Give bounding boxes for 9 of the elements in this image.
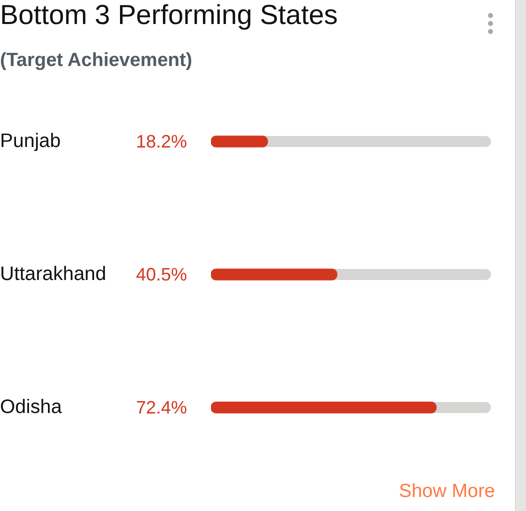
data-label: 40.5% — [136, 264, 188, 284]
chart-title: Bottom 3 Performing States — [0, 0, 338, 30]
y-tick-label: Odisha — [0, 396, 62, 418]
text: Show More — [398, 481, 495, 502]
data-label: 18.2% — [136, 131, 188, 152]
data-label: 72.4% — [136, 397, 188, 418]
chart-subtitle: (Target Achievement) — [0, 50, 192, 71]
y-tick-label: Punjab — [0, 130, 61, 152]
y-tick-label: Uttarakhand — [0, 262, 106, 285]
